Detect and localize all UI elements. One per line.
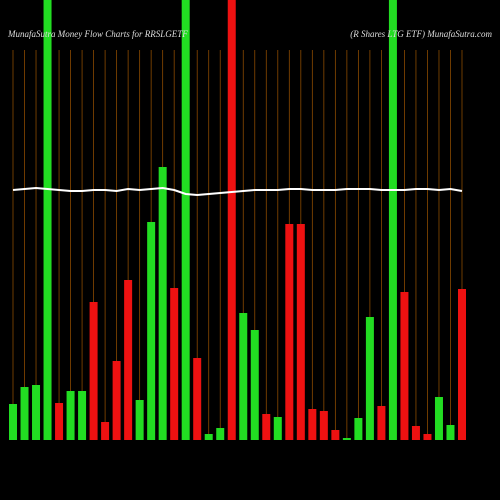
bars <box>9 0 466 440</box>
bar <box>135 400 144 440</box>
bar <box>193 358 202 440</box>
bar <box>365 317 374 440</box>
bar <box>66 391 75 440</box>
bar <box>158 167 167 440</box>
bar <box>227 0 236 440</box>
bar <box>204 434 213 440</box>
bar <box>250 330 259 440</box>
bar <box>400 292 409 440</box>
bar <box>354 418 363 440</box>
bar <box>319 411 328 440</box>
bar <box>342 438 351 440</box>
bar <box>239 313 248 440</box>
bar <box>377 406 386 440</box>
bar <box>181 0 190 440</box>
bar <box>423 434 432 440</box>
bar <box>147 222 156 440</box>
bar <box>262 414 271 440</box>
bar <box>446 425 455 440</box>
bar <box>43 0 52 440</box>
bar <box>411 426 420 440</box>
chart-title: MunafaSutra Money Flow Charts for RRSLGE… <box>7 29 188 39</box>
bar <box>458 289 466 440</box>
bar <box>388 0 397 440</box>
bar <box>170 288 179 440</box>
chart-subtitle: (R Shares LTG ETF) MunafaSutra.com <box>350 29 492 39</box>
bar <box>273 417 282 440</box>
bar <box>112 361 121 440</box>
bar <box>20 387 29 440</box>
bar <box>78 391 87 440</box>
bar <box>32 385 41 440</box>
bar <box>9 404 17 440</box>
bar <box>89 302 98 440</box>
bar <box>216 428 225 440</box>
line <box>12 186 463 197</box>
bar <box>331 430 340 440</box>
bar <box>124 280 133 440</box>
bar <box>285 224 294 440</box>
bar <box>101 422 110 440</box>
bar <box>296 224 305 440</box>
bar <box>434 397 443 440</box>
bar <box>308 409 317 440</box>
bar <box>55 403 64 440</box>
